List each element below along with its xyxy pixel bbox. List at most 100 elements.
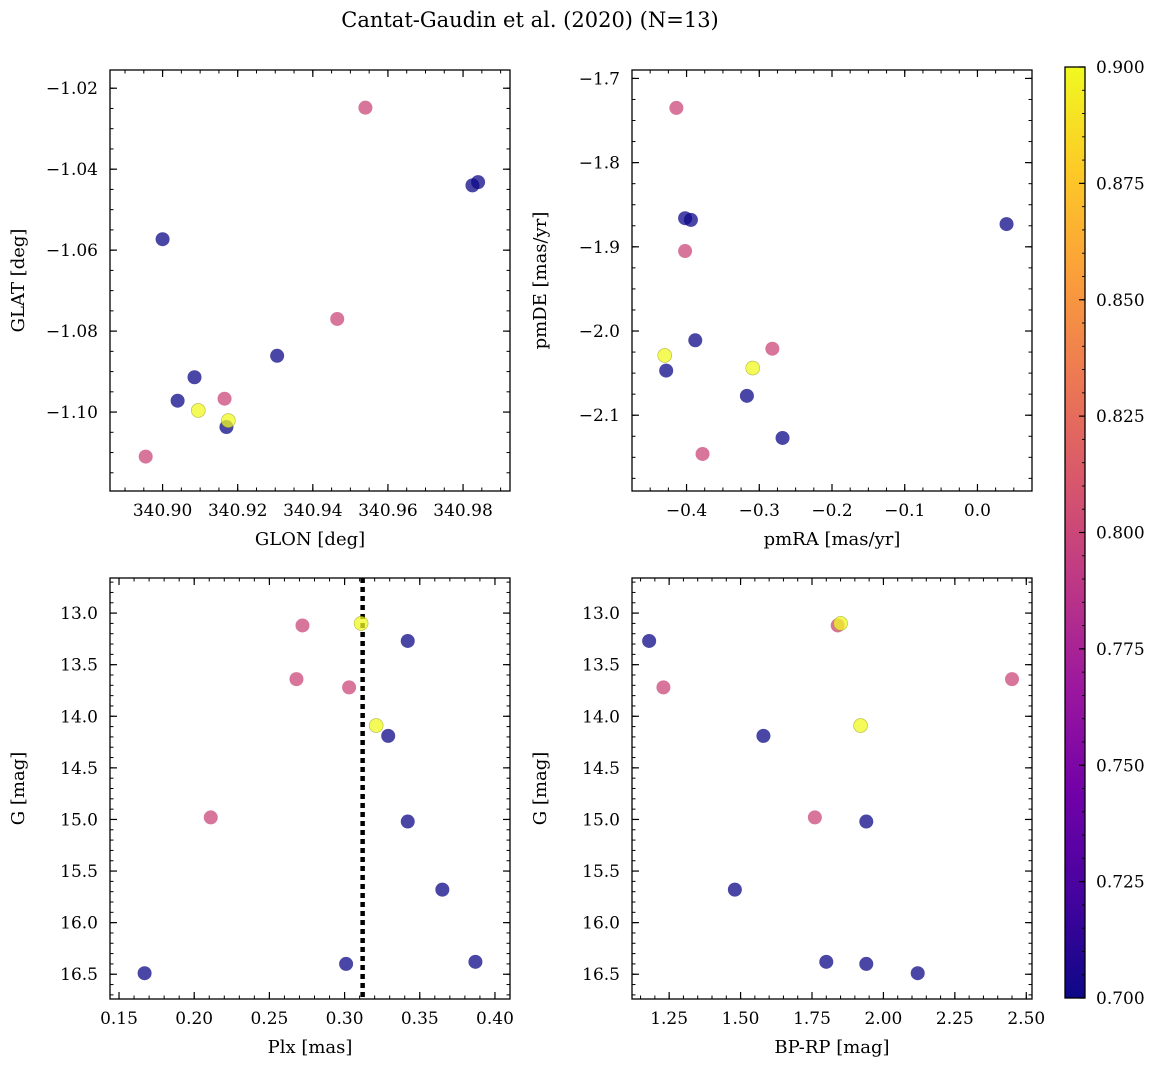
data-point	[468, 954, 483, 969]
data-point	[727, 882, 742, 897]
data-point	[435, 882, 450, 897]
y-axis-label: GLAT [deg]	[8, 229, 29, 333]
y-tick-label: 16.0	[582, 914, 620, 934]
x-tick-label: 2.50	[1007, 1009, 1045, 1029]
figure-title: Cantat-Gaudin et al. (2020) (N=13)	[341, 8, 719, 32]
data-point	[295, 618, 310, 633]
data-point	[217, 391, 232, 406]
colorbar-tick-label: 0.825	[1096, 407, 1145, 427]
x-axis-label: BP-RP [mag]	[774, 1037, 889, 1058]
x-tick-label: −0.4	[666, 501, 707, 521]
data-point	[368, 718, 384, 733]
y-tick-label: 16.5	[60, 965, 98, 985]
data-point	[775, 430, 790, 445]
data-point	[187, 370, 202, 385]
data-point	[688, 333, 703, 348]
y-tick-label: 13.5	[60, 656, 98, 676]
data-point	[190, 403, 206, 418]
data-point	[353, 616, 369, 631]
data-point	[756, 728, 771, 743]
x-tick-label: 340.96	[358, 501, 417, 521]
y-tick-label: −1.10	[46, 403, 98, 423]
data-point	[170, 393, 185, 408]
y-tick-label: 14.0	[582, 707, 620, 727]
y-tick-label: −1.02	[46, 79, 98, 99]
data-point	[765, 341, 780, 356]
colorbar-tick-label: 0.700	[1096, 989, 1145, 1009]
y-axis-label: pmDE [mas/yr]	[530, 212, 551, 350]
data-point	[330, 311, 345, 326]
data-point	[657, 348, 673, 363]
data-point	[678, 244, 693, 259]
data-point	[695, 446, 710, 461]
x-tick-label: 1.75	[793, 1009, 831, 1029]
x-tick-label: 0.30	[326, 1009, 364, 1029]
colorbar-tick-label: 0.800	[1096, 524, 1145, 544]
data-point	[807, 810, 822, 825]
y-tick-label: −1.7	[579, 69, 620, 89]
x-tick-label: 0.25	[250, 1009, 288, 1029]
panel-bprp-g: 1.25 1.50 1.75 2.00 2.25 2.50 13.0 13.5 14.0 14.5…	[530, 577, 1045, 1058]
data-point	[400, 814, 415, 829]
axes-frame	[109, 577, 511, 1000]
data-point	[289, 672, 304, 687]
x-tick-label: 0.20	[175, 1009, 213, 1029]
x-tick-label: 1.25	[650, 1009, 688, 1029]
x-tick-label: 2.25	[936, 1009, 974, 1029]
x-tick-label: −0.2	[811, 501, 852, 521]
data-point	[739, 388, 754, 403]
x-tick-label: 2.00	[864, 1009, 902, 1029]
x-axis-label: pmRA [mas/yr]	[764, 529, 901, 550]
data-point	[659, 363, 674, 378]
data-point	[1005, 672, 1019, 687]
y-tick-label: −1.08	[46, 322, 98, 342]
y-tick-label: 15.5	[60, 862, 98, 882]
y-tick-label: 16.0	[60, 914, 98, 934]
x-tick-label: 0.40	[476, 1009, 514, 1029]
data-point	[400, 633, 415, 648]
x-tick-label: −0.3	[739, 501, 780, 521]
y-tick-label: −2.1	[579, 406, 620, 426]
colorbar-tick-label: 0.775	[1096, 640, 1145, 660]
axes-frame	[631, 69, 1033, 492]
y-tick-label: 16.5	[582, 965, 620, 985]
data-point	[833, 616, 848, 631]
colorbar-tick-label: 0.850	[1096, 291, 1145, 311]
y-tick-label: 13.0	[582, 604, 620, 624]
y-tick-label: 14.5	[582, 759, 620, 779]
data-point	[358, 100, 373, 115]
data-point	[381, 728, 396, 743]
x-axis-label: Plx [mas]	[268, 1037, 353, 1058]
y-tick-label: 15.5	[582, 862, 620, 882]
data-point	[642, 633, 657, 648]
data-point	[859, 956, 874, 971]
colorbar-tick-label: 0.900	[1096, 58, 1145, 78]
x-tick-label: 340.92	[208, 501, 267, 521]
y-tick-label: 15.0	[582, 810, 620, 830]
axes-frame	[631, 577, 1033, 1000]
y-tick-label: −1.06	[46, 241, 98, 261]
panel-pm: −0.4 −0.3 −0.2 −0.1 0.0 −1.7 −1.8 −1.9 −2.0 −2.1 p…	[530, 69, 1033, 550]
y-axis-label: G [mag]	[8, 752, 29, 825]
data-point	[853, 718, 868, 733]
data-point	[683, 212, 698, 227]
colorbar-tick-label: 0.725	[1096, 873, 1145, 893]
axes-frame	[109, 69, 511, 492]
data-point	[819, 954, 834, 969]
data-point	[203, 810, 218, 825]
y-tick-label: −1.8	[579, 154, 620, 174]
y-tick-label: −2.0	[579, 322, 620, 342]
data-point	[221, 413, 236, 428]
colorbar: 0.700 0.725 0.750 0.775 0.800 0.825 0.850 0.875…	[1064, 58, 1145, 1009]
data-point	[138, 449, 153, 464]
data-point	[342, 680, 357, 695]
data-point	[999, 217, 1014, 232]
colorbar-tick-label: 0.750	[1096, 756, 1145, 776]
x-tick-label: 340.94	[283, 501, 342, 521]
panel-plx-g: 0.15 0.20 0.25 0.30 0.35 0.40 13.0 13.5 14.0 14.5…	[8, 577, 514, 1058]
data-point	[859, 814, 874, 829]
y-tick-label: 13.0	[60, 604, 98, 624]
x-tick-label: 0.0	[964, 501, 991, 521]
y-tick-label: 14.5	[60, 759, 98, 779]
